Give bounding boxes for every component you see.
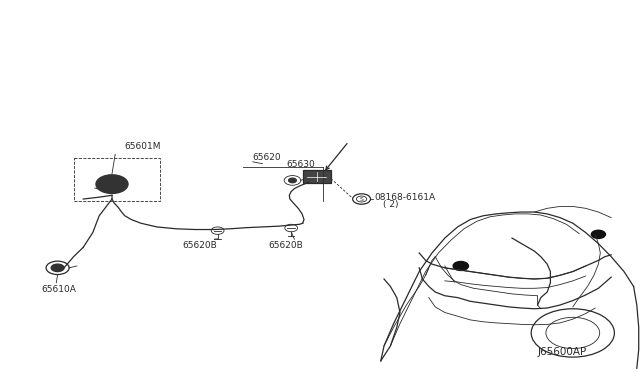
FancyBboxPatch shape — [303, 170, 331, 183]
Circle shape — [289, 178, 296, 183]
Text: S: S — [360, 196, 364, 202]
Text: 65620B: 65620B — [269, 241, 303, 250]
Text: 65620B: 65620B — [182, 241, 217, 250]
Text: 65630: 65630 — [287, 160, 316, 169]
Text: ( 2): ( 2) — [383, 200, 398, 209]
Text: J65600AP: J65600AP — [538, 347, 587, 357]
Text: 65601M: 65601M — [125, 142, 161, 151]
Bar — [74, 158, 160, 201]
Text: 08168-6161A: 08168-6161A — [374, 193, 436, 202]
Circle shape — [453, 262, 468, 270]
Circle shape — [591, 230, 605, 238]
Text: 65620: 65620 — [253, 153, 282, 162]
Circle shape — [51, 264, 64, 272]
Text: 65610A: 65610A — [42, 285, 76, 294]
Circle shape — [96, 175, 128, 193]
